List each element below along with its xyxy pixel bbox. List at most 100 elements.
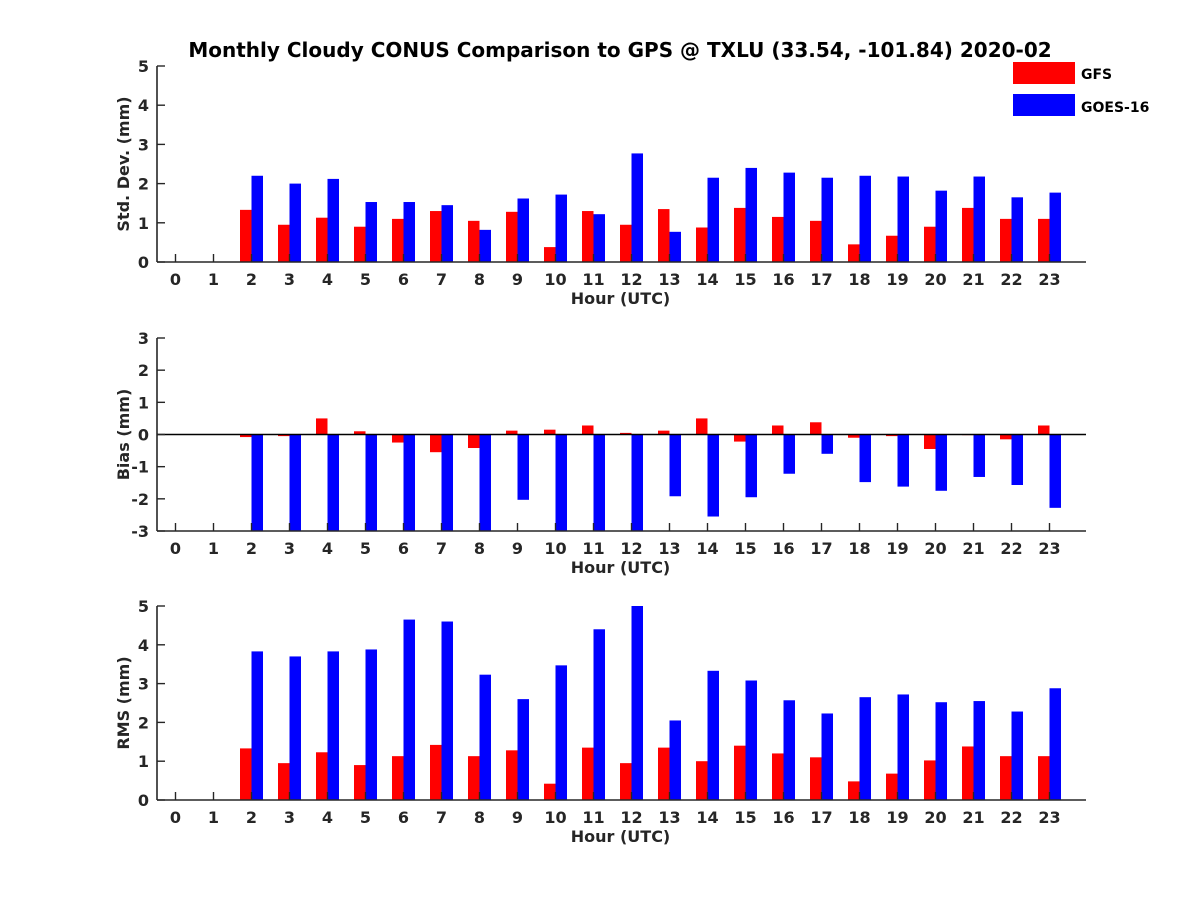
bar-rms-goes16-h13 xyxy=(669,720,681,800)
bar-rms-goes16-h22 xyxy=(1011,711,1023,800)
bar-std-gfs-h23 xyxy=(1038,218,1050,262)
x-tick-label: 18 xyxy=(848,539,870,558)
bar-bias-gfs-h3 xyxy=(278,434,290,437)
x-tick-label: 0 xyxy=(170,808,181,827)
x-tick-label: 23 xyxy=(1038,270,1060,289)
bar-std-gfs-h11 xyxy=(582,211,594,262)
y-tick-label: 0 xyxy=(138,426,149,445)
bar-std-gfs-h3 xyxy=(278,224,290,262)
bar-std-gfs-h20 xyxy=(924,226,936,262)
bar-bias-goes16-h12 xyxy=(631,434,643,531)
x-tick-label: 23 xyxy=(1038,808,1060,827)
bar-rms-goes16-h14 xyxy=(707,670,719,800)
bar-bias-gfs-h4 xyxy=(316,418,328,435)
bar-bias-goes16-h8 xyxy=(479,434,491,531)
y-axis-label-rms: RMS (mm) xyxy=(114,656,133,749)
x-tick-label: 22 xyxy=(1000,270,1022,289)
x-tick-label: 12 xyxy=(620,270,642,289)
x-tick-label: 4 xyxy=(322,539,333,558)
x-tick-label: 10 xyxy=(544,808,566,827)
bar-bias-goes16-h2 xyxy=(251,434,263,531)
bar-rms-goes16-h2 xyxy=(251,651,263,800)
bar-std-gfs-h22 xyxy=(1000,218,1012,262)
y-tick-label: 4 xyxy=(138,636,149,655)
bar-bias-goes16-h10 xyxy=(555,434,567,531)
bar-rms-gfs-h4 xyxy=(316,752,328,800)
bar-std-gfs-h7 xyxy=(430,211,442,262)
bar-bias-gfs-h9 xyxy=(506,430,518,435)
bar-rms-gfs-h22 xyxy=(1000,756,1012,800)
bar-std-gfs-h16 xyxy=(772,216,784,262)
x-tick-label: 6 xyxy=(398,808,409,827)
bar-bias-goes16-h13 xyxy=(669,434,681,497)
x-tick-label: 1 xyxy=(208,270,219,289)
x-tick-label: 1 xyxy=(208,808,219,827)
bar-rms-goes16-h21 xyxy=(973,701,985,800)
bar-std-goes16-h19 xyxy=(897,176,909,262)
bar-rms-goes16-h17 xyxy=(821,713,833,800)
bar-rms-goes16-h6 xyxy=(403,619,415,800)
x-tick-label: 6 xyxy=(398,270,409,289)
x-tick-label: 9 xyxy=(512,270,523,289)
bar-std-gfs-h19 xyxy=(886,235,898,262)
x-tick-label: 18 xyxy=(848,808,870,827)
bar-bias-goes16-h14 xyxy=(707,434,719,517)
bar-std-goes16-h17 xyxy=(821,177,833,262)
bar-rms-goes16-h5 xyxy=(365,649,377,800)
x-tick-label: 23 xyxy=(1038,539,1060,558)
y-tick-label: -2 xyxy=(131,490,149,509)
bar-bias-goes16-h19 xyxy=(897,434,909,487)
chart-title: Monthly Cloudy CONUS Comparison to GPS @… xyxy=(188,38,1051,62)
bar-bias-gfs-h10 xyxy=(544,429,556,435)
bar-rms-gfs-h13 xyxy=(658,747,670,800)
bar-bias-goes16-h9 xyxy=(517,434,529,500)
y-tick-label: -3 xyxy=(131,522,149,541)
bar-rms-goes16-h18 xyxy=(859,697,871,800)
y-tick-label: 0 xyxy=(138,791,149,810)
bar-rms-goes16-h4 xyxy=(327,651,339,800)
bar-bias-gfs-h16 xyxy=(772,425,784,435)
bar-rms-gfs-h14 xyxy=(696,761,708,800)
bar-std-gfs-h12 xyxy=(620,224,632,262)
x-tick-label: 20 xyxy=(924,808,946,827)
bar-std-goes16-h9 xyxy=(517,198,529,262)
bar-std-gfs-h9 xyxy=(506,211,518,262)
y-tick-label: 2 xyxy=(138,175,149,194)
bar-rms-gfs-h15 xyxy=(734,745,746,800)
x-axis-label-rms: Hour (UTC) xyxy=(571,827,671,846)
bar-std-goes16-h16 xyxy=(783,172,795,262)
x-tick-label: 5 xyxy=(360,270,371,289)
bar-bias-goes16-h7 xyxy=(441,434,453,531)
bar-rms-goes16-h12 xyxy=(631,606,643,800)
x-tick-label: 5 xyxy=(360,808,371,827)
y-tick-label: 4 xyxy=(138,96,149,115)
x-tick-label: 22 xyxy=(1000,808,1022,827)
bar-rms-goes16-h11 xyxy=(593,629,605,800)
bar-std-goes16-h3 xyxy=(289,183,301,262)
x-tick-label: 7 xyxy=(436,808,447,827)
bar-bias-goes16-h23 xyxy=(1049,434,1061,508)
bar-bias-gfs-h15 xyxy=(734,434,746,442)
x-tick-label: 3 xyxy=(284,808,295,827)
x-axis-label-bias: Hour (UTC) xyxy=(571,558,671,577)
x-tick-label: 7 xyxy=(436,270,447,289)
bar-std-goes16-h2 xyxy=(251,175,263,262)
x-tick-label: 16 xyxy=(772,808,794,827)
y-tick-label: 3 xyxy=(138,675,149,694)
x-tick-label: 20 xyxy=(924,539,946,558)
y-tick-label: 1 xyxy=(138,214,149,233)
y-tick-label: 5 xyxy=(138,597,149,616)
x-tick-label: 9 xyxy=(512,808,523,827)
x-tick-label: 19 xyxy=(886,539,908,558)
y-tick-label: -1 xyxy=(131,458,149,477)
bar-bias-gfs-h19 xyxy=(886,434,898,437)
x-tick-label: 2 xyxy=(246,270,257,289)
y-tick-label: 5 xyxy=(138,57,149,76)
x-tick-label: 0 xyxy=(170,270,181,289)
bar-bias-gfs-h14 xyxy=(696,418,708,435)
x-tick-label: 2 xyxy=(246,808,257,827)
bar-rms-gfs-h5 xyxy=(354,765,366,800)
x-tick-label: 15 xyxy=(734,270,756,289)
